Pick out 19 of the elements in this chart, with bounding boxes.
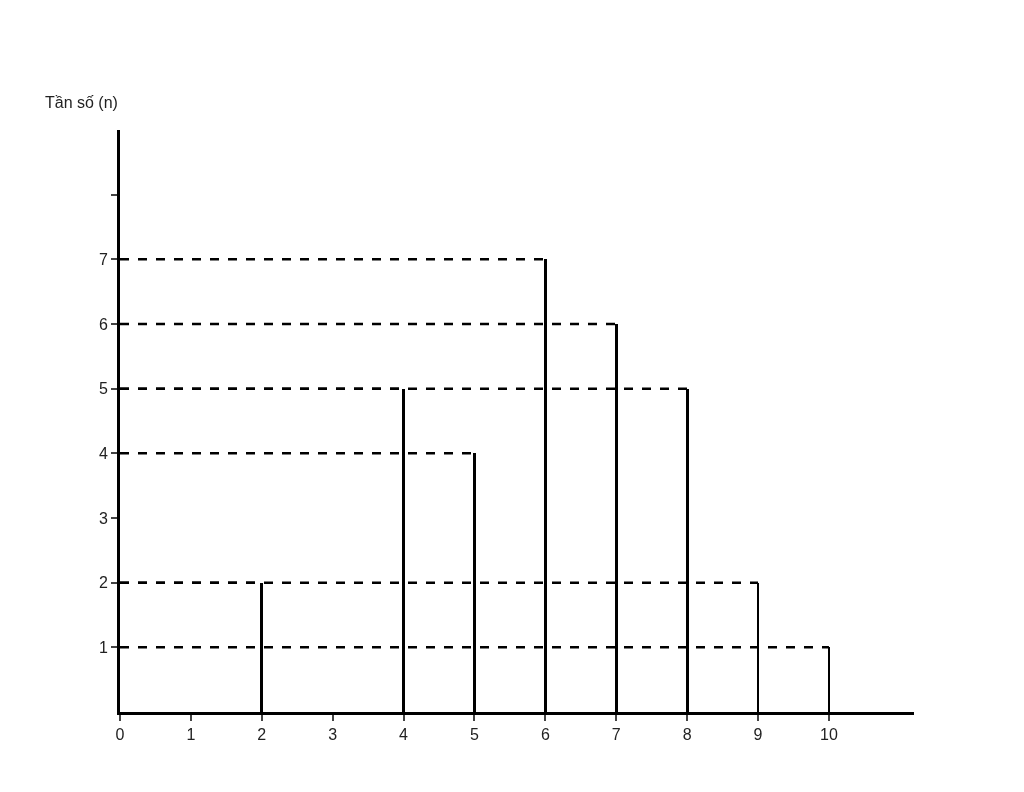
x-tick-label: 10 bbox=[820, 726, 838, 744]
x-tick-label: 9 bbox=[753, 726, 763, 744]
y-tick-label: 4 bbox=[98, 444, 108, 462]
y-tick-label: 7 bbox=[98, 250, 108, 268]
x-tick-label: 7 bbox=[611, 726, 621, 744]
x-tick-label: 0 bbox=[115, 726, 125, 744]
x-tick-label: 4 bbox=[399, 726, 409, 744]
x-tick-label: 3 bbox=[328, 726, 338, 744]
y-tick-label: 5 bbox=[98, 380, 108, 398]
y-tick-label: 1 bbox=[98, 638, 108, 656]
y-tick-label: 3 bbox=[98, 509, 108, 527]
y-tick-label: 6 bbox=[98, 315, 108, 333]
x-tick-label: 8 bbox=[682, 726, 692, 744]
x-tick-label: 5 bbox=[470, 726, 480, 744]
x-tick-label: 2 bbox=[257, 726, 267, 744]
x-tick-label: 1 bbox=[186, 726, 196, 744]
x-tick-label: 6 bbox=[540, 726, 550, 744]
y-axis-title: Tần số (n) bbox=[45, 94, 118, 111]
y-tick-label: 2 bbox=[98, 574, 108, 592]
